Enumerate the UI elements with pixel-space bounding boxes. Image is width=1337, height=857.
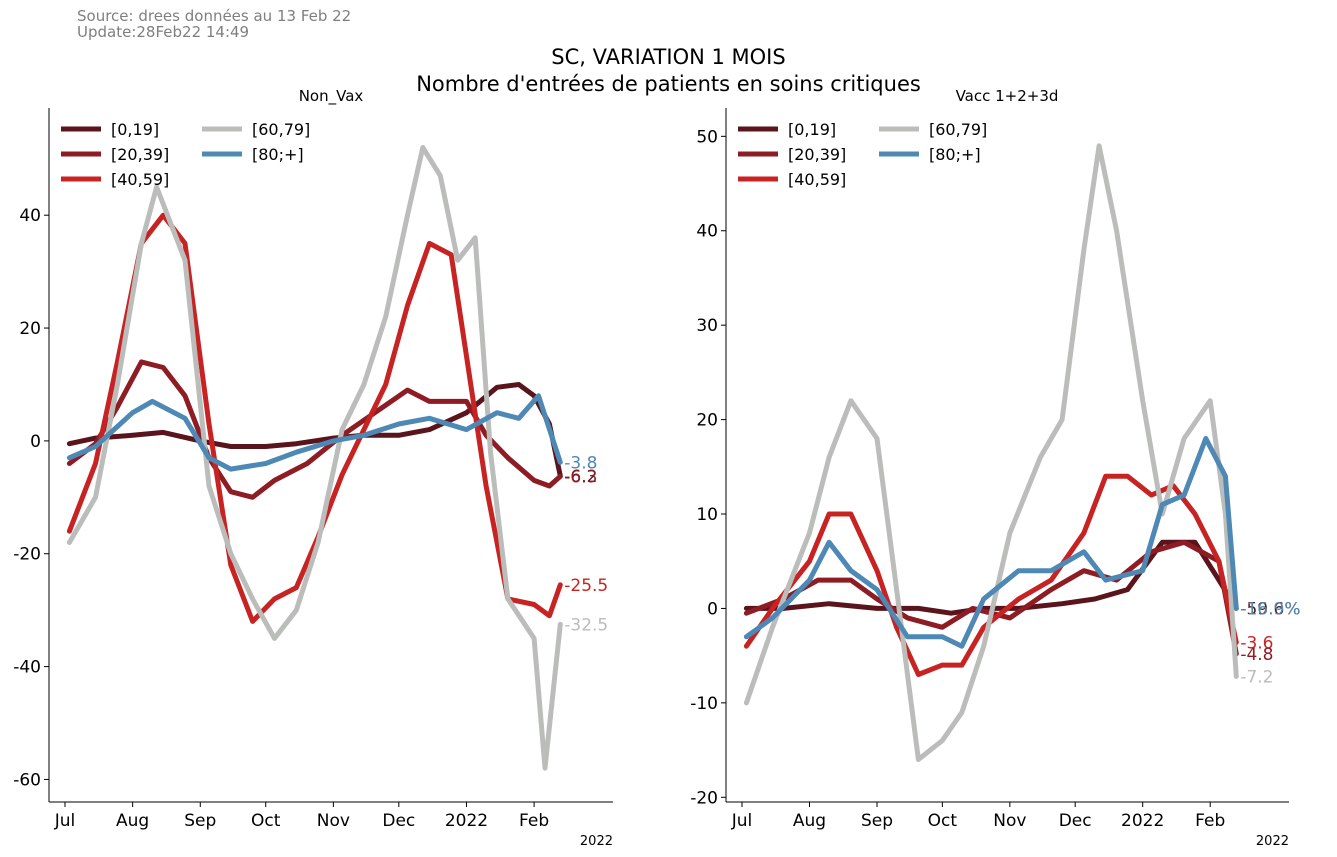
- series-line-2: [66, 359, 563, 500]
- x-tick-label: Sep: [861, 811, 893, 831]
- y-tick-label: -60: [13, 770, 41, 790]
- figure-title: SC, VARIATION 1 MOIS: [551, 45, 786, 69]
- legend-label-3: [40,59]: [788, 170, 846, 189]
- x-tick-label: 2022: [1121, 811, 1164, 831]
- x-offset-label: 2022: [580, 834, 613, 849]
- update-text: Update:28Feb22 14:49: [77, 23, 250, 41]
- x-tick-label: Aug: [116, 811, 149, 831]
- x-tick-label: Nov: [993, 811, 1026, 831]
- series-line-4: [743, 143, 1239, 762]
- legend-label-2: [20,39]: [788, 145, 846, 164]
- y-tick-label: 40: [19, 206, 41, 226]
- legend-label-1: [0,19]: [788, 120, 836, 139]
- legend-label-3: [40,59]: [111, 170, 169, 189]
- y-tick-label: -10: [690, 694, 718, 714]
- series-line-5: [66, 393, 563, 472]
- end-label-4: -7.2: [1240, 667, 1273, 687]
- figure-subtitle: Nombre d'entrées de patients en soins cr…: [416, 72, 921, 96]
- y-tick-label: -20: [13, 545, 41, 565]
- series-line-3: [743, 473, 1239, 677]
- y-tick-label: 20: [19, 319, 41, 339]
- x-tick-label: Feb: [1195, 811, 1225, 831]
- y-tick-label: 0: [30, 432, 41, 452]
- y-tick-label: 20: [696, 411, 718, 431]
- x-tick-label: Nov: [317, 811, 350, 831]
- x-tick-label: Jul: [731, 811, 753, 831]
- end-label-2: -4.8: [1240, 645, 1273, 665]
- legend-label-1: [0,19]: [111, 120, 159, 139]
- source-note: Source: drees données au 13 Feb 22 Updat…: [77, 8, 351, 40]
- legend-label-5: [80;+]: [929, 145, 981, 164]
- panel-title: Non_Vax: [299, 87, 364, 106]
- y-tick-label: 40: [696, 222, 718, 242]
- x-tick-label: Jul: [54, 811, 76, 831]
- panel-title: Vacc 1+2+3d: [956, 87, 1059, 105]
- x-tick-label: Dec: [382, 811, 415, 831]
- chart-panel-2: Vacc 1+2+3d 50 40 30 20 10 0 -10 -20 Jul Aug Sep Oct…: [690, 87, 1300, 849]
- x-tick-label: Oct: [251, 811, 281, 831]
- series-line-5: [743, 436, 1239, 649]
- x-tick-label: Dec: [1059, 811, 1092, 831]
- end-label-3: -3.6: [1240, 633, 1273, 653]
- legend-label-5: [80;+]: [252, 145, 304, 164]
- y-tick-label: 50: [696, 127, 718, 147]
- x-tick-label: Sep: [184, 811, 216, 831]
- x-tick-label: 2022: [445, 811, 488, 831]
- end-label-2: -6.3: [564, 467, 597, 487]
- y-tick-label: 10: [696, 505, 718, 525]
- x-tick-label: Feb: [519, 811, 549, 831]
- end-label-1: -6.2: [564, 467, 597, 487]
- y-tick-label: 0: [707, 599, 718, 619]
- end-label-5: -16.9%: [1240, 599, 1300, 619]
- series-line-3: [66, 212, 563, 624]
- legend-label-4: [60,79]: [252, 120, 310, 139]
- legend-label-4: [60,79]: [929, 120, 987, 139]
- end-label-5: -3.8: [564, 453, 597, 473]
- y-tick-label: -40: [13, 658, 41, 678]
- y-tick-label: -20: [690, 788, 718, 808]
- chart-panel-1: Non_Vax 40 20 0 -20 -40 -60 Jul Aug Sep Oct Nov Dec 2…: [13, 87, 613, 849]
- x-tick-label: Oct: [928, 811, 958, 831]
- legend-label-2: [20,39]: [111, 145, 169, 164]
- x-tick-label: Aug: [793, 811, 826, 831]
- y-tick-label: 30: [696, 316, 718, 336]
- series-line-4: [66, 145, 563, 771]
- x-offset-label: 2022: [1256, 834, 1289, 849]
- end-label-3: -25.5: [564, 576, 608, 596]
- end-label-1: -59.6%: [1240, 599, 1300, 619]
- end-label-4: -32.5: [564, 615, 608, 635]
- source-text: Source: drees données au 13 Feb 22: [77, 7, 352, 25]
